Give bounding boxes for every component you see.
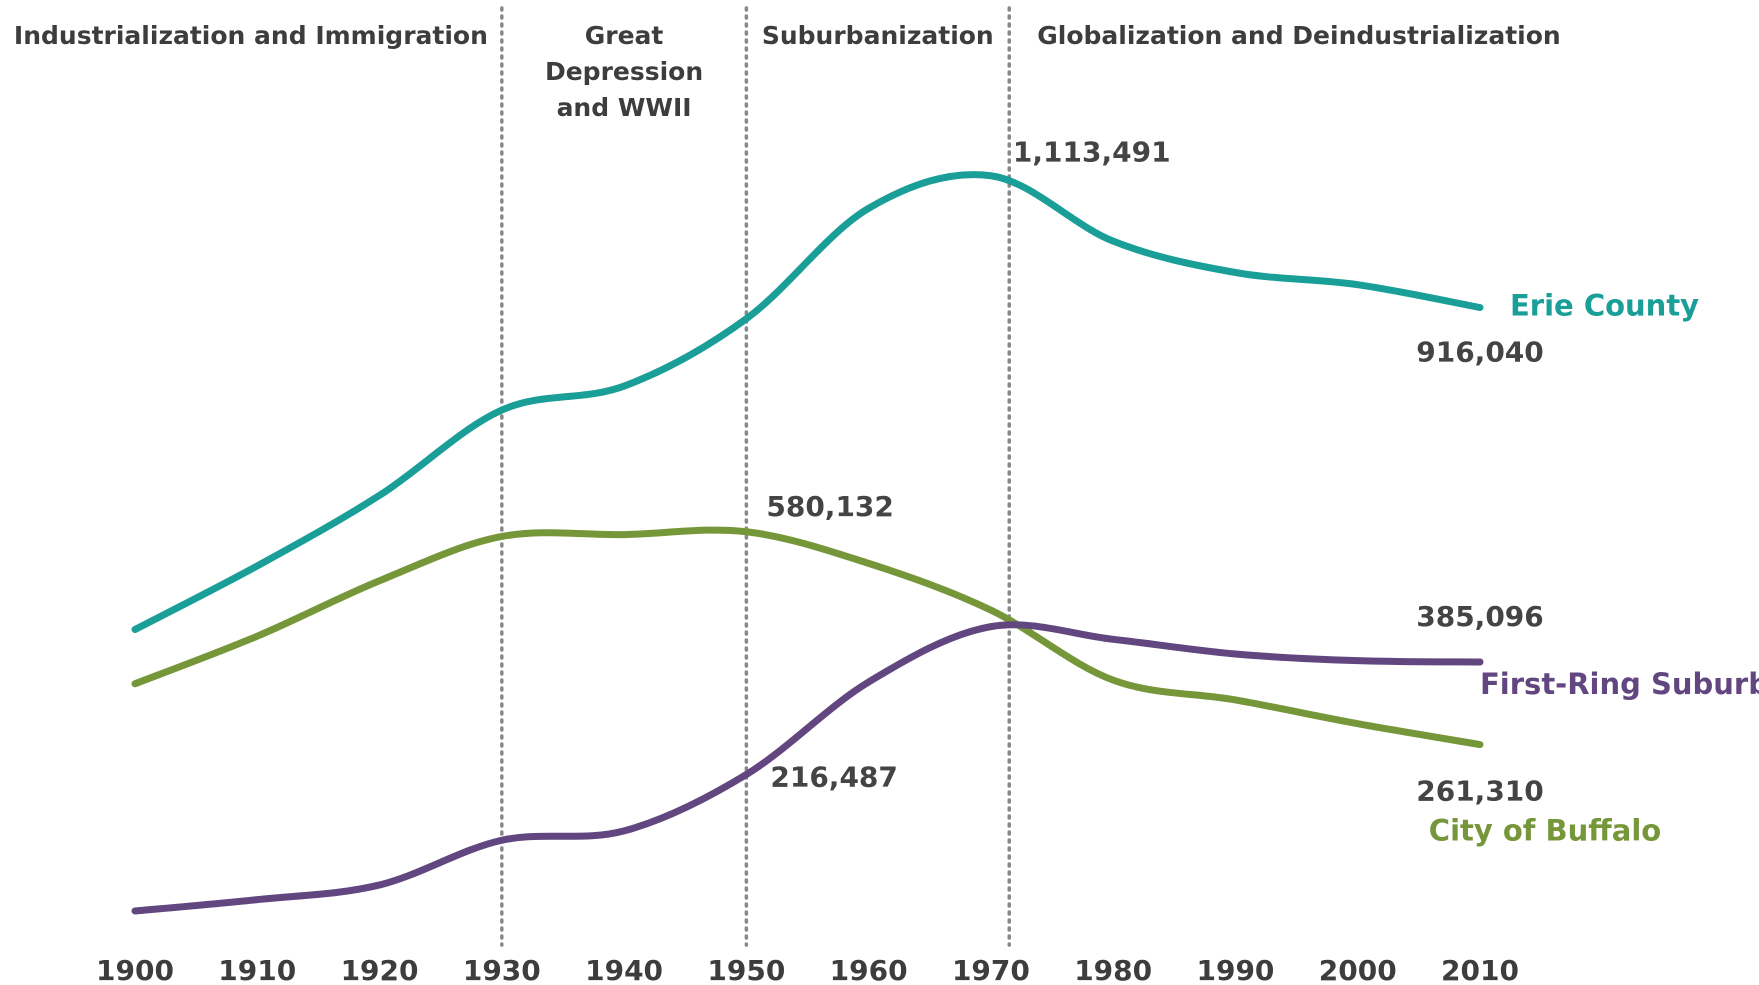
x-tick-label: 1900 [96,954,174,985]
x-tick-label: 1920 [341,954,419,985]
series-line [131,171,1484,634]
x-tick-label: 1910 [218,954,296,985]
x-tick-label: 2000 [1319,954,1397,985]
value-label: 216,487 [770,760,898,793]
x-tick-label: 1950 [707,954,785,985]
era-label: Great Depression and WWII [544,21,704,122]
series-line [131,621,1484,915]
value-label: 261,310 [1416,775,1544,808]
era-label: Industrialization and Immigration [13,21,488,50]
series-line [131,526,1484,749]
x-tick-label: 1980 [1074,954,1152,985]
x-tick-label: 1970 [952,954,1030,985]
series-name: City of Buffalo [1429,814,1661,848]
era-label: Globalization and Deindustrialization [1037,21,1561,50]
x-tick-label: 1940 [585,954,663,985]
era-label: Suburbanization [761,21,994,50]
value-label: 385,096 [1416,600,1544,633]
x-tick-label: 1960 [830,954,908,985]
x-tick-label: 2010 [1441,954,1519,985]
value-label: 1,113,491 [1013,136,1171,169]
value-label: 916,040 [1416,336,1544,369]
x-tick-label: 1930 [463,954,541,985]
x-tick-label: 1990 [1196,954,1274,985]
series-name: Erie County [1510,289,1699,323]
value-label: 580,132 [766,490,894,523]
series-name: First-Ring Suburbs [1480,667,1759,701]
